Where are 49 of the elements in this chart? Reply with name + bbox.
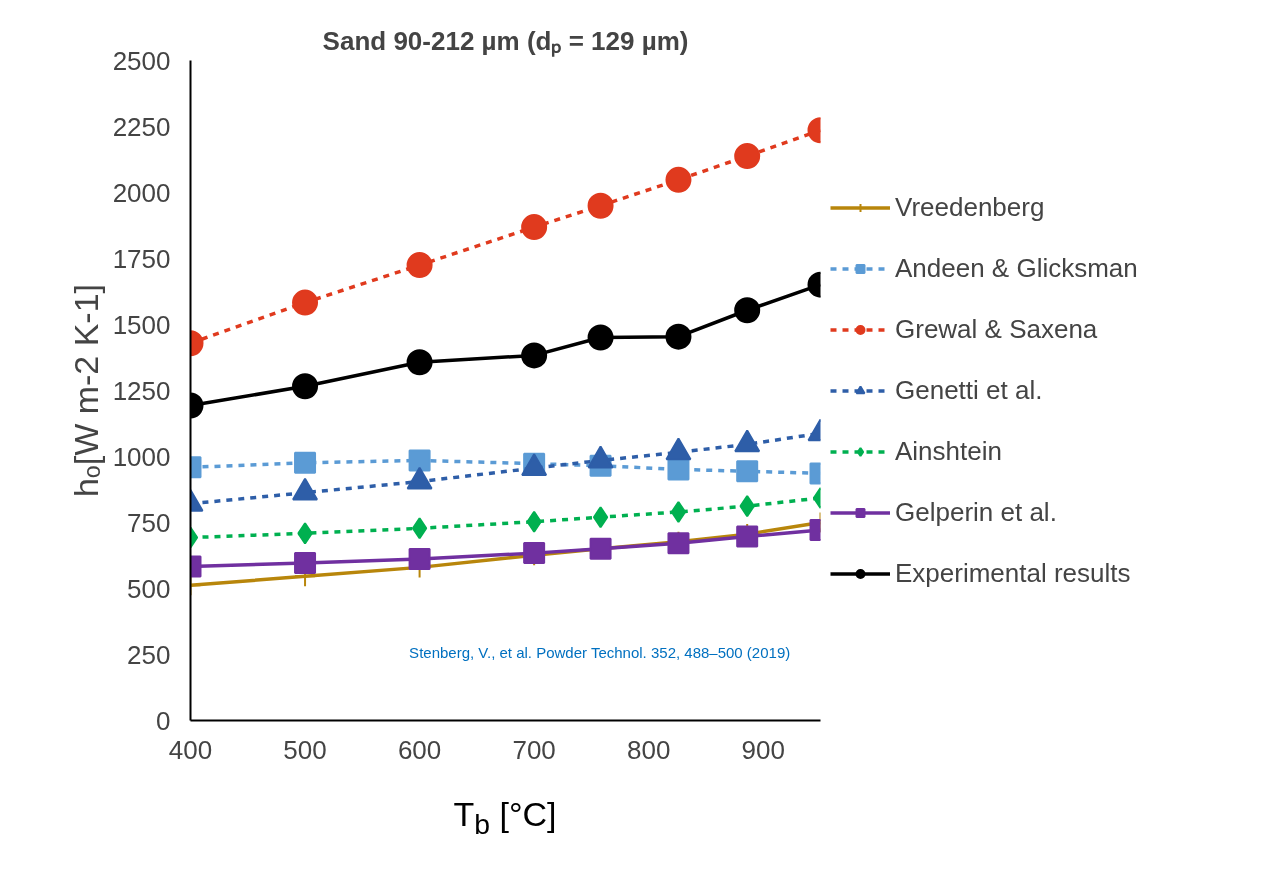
annotation: Stenberg, V., et al. Powder Technol. 352, 488–500 (2019) [409,643,791,661]
point [294,451,317,474]
point [406,252,433,279]
legend-label: Andeen & Glicksman [895,252,1138,284]
y-tick-label: 1750 [112,243,171,274]
point [292,289,319,316]
point [521,342,548,369]
point [587,192,614,219]
point [734,297,761,324]
y-tick-label: 2250 [112,111,171,142]
point [408,547,431,570]
y-tick-label: 500 [127,573,171,604]
y-tick-label: 1500 [112,309,171,340]
point [411,517,428,540]
point [670,500,687,523]
point [667,458,690,481]
y-tick-label: 2000 [112,177,171,208]
chart-title: Sand 90-212 µm (dₚ = 129 µm) [322,25,689,57]
x-axis-title: T$_{b}$ [°C] [452,794,558,842]
x-tick-label: 600 [397,734,442,765]
legend-label: Vreedenberg [895,191,1045,223]
x-tick-label: 700 [512,734,556,765]
legend-label: Gelperin et al. [895,496,1057,528]
point [587,324,614,351]
point [294,551,317,574]
y-tick-label: 750 [127,507,171,538]
x-tick-label: 900 [741,734,785,765]
legend-label: Grewal & Saxena [895,313,1098,345]
point [665,323,692,350]
x-tick-label: 500 [283,734,327,765]
y-tick-label: 1000 [112,441,171,472]
y-tick-label: 2500 [112,45,171,76]
point [734,143,761,170]
legend-label: Genetti et al. [895,374,1043,406]
legend-label: Ainshtein [895,435,1002,467]
point [292,373,319,400]
point [665,166,692,193]
legend-label: Experimental results [895,557,1131,589]
point [736,460,759,483]
y-tick-label: 1250 [112,375,171,406]
point [592,506,609,529]
y-tick-label: 250 [127,639,171,670]
y-axis-title: hₒ[W m-2 K-1] [66,283,105,498]
point [408,449,431,472]
point [521,214,548,241]
y-tick-label: 0 [156,705,171,736]
x-tick-label: 800 [626,734,671,765]
x-tick-label: 400 [168,734,213,765]
point [406,349,433,376]
